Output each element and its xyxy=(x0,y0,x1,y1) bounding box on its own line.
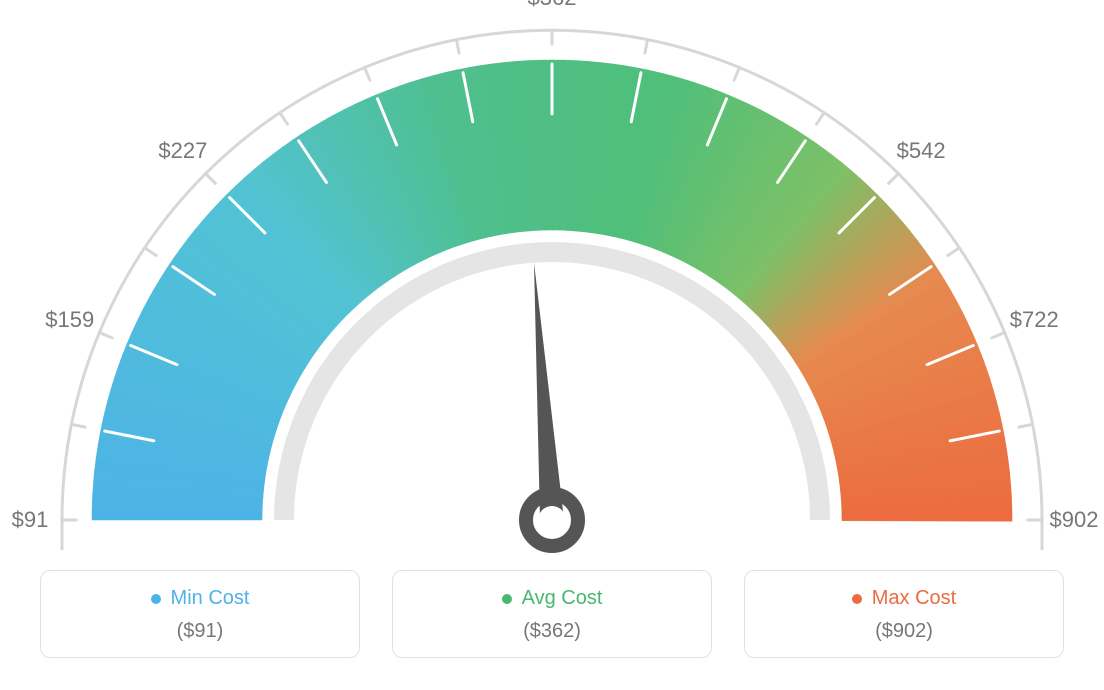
gauge-tick-label: $542 xyxy=(897,138,946,164)
legend-card-max: Max Cost ($902) xyxy=(744,570,1064,658)
legend-dot-avg xyxy=(502,594,512,604)
legend-card-min: Min Cost ($91) xyxy=(40,570,360,658)
legend-title-max: Max Cost xyxy=(852,587,956,610)
gauge-svg xyxy=(0,0,1104,560)
legend-value-min: ($91) xyxy=(51,620,349,643)
gauge-tick-label: $362 xyxy=(528,0,577,11)
legend-dot-min xyxy=(151,594,161,604)
legend-label-max: Max Cost xyxy=(872,587,956,610)
legend-value-max: ($902) xyxy=(755,620,1053,643)
legend-value-avg: ($362) xyxy=(403,620,701,643)
gauge-area: $91 $159 $227 $362 $542 $722 $902 xyxy=(0,0,1104,560)
legend-label-min: Min Cost xyxy=(171,587,250,610)
legend-dot-max xyxy=(852,594,862,604)
legend-label-avg: Avg Cost xyxy=(522,587,603,610)
legend-card-avg: Avg Cost ($362) xyxy=(392,570,712,658)
gauge-tick-label: $159 xyxy=(45,307,94,333)
gauge-tick-label: $722 xyxy=(1010,307,1059,333)
legend-title-min: Min Cost xyxy=(151,587,250,610)
gauge-tick-label: $91 xyxy=(12,507,49,533)
legend-row: Min Cost ($91) Avg Cost ($362) Max Cost … xyxy=(0,570,1104,658)
gauge-chart-container: $91 $159 $227 $362 $542 $722 $902 Min Cost ($9… xyxy=(0,0,1104,690)
gauge-tick-label: $902 xyxy=(1050,507,1099,533)
legend-title-avg: Avg Cost xyxy=(502,587,603,610)
gauge-tick-label: $227 xyxy=(158,138,207,164)
